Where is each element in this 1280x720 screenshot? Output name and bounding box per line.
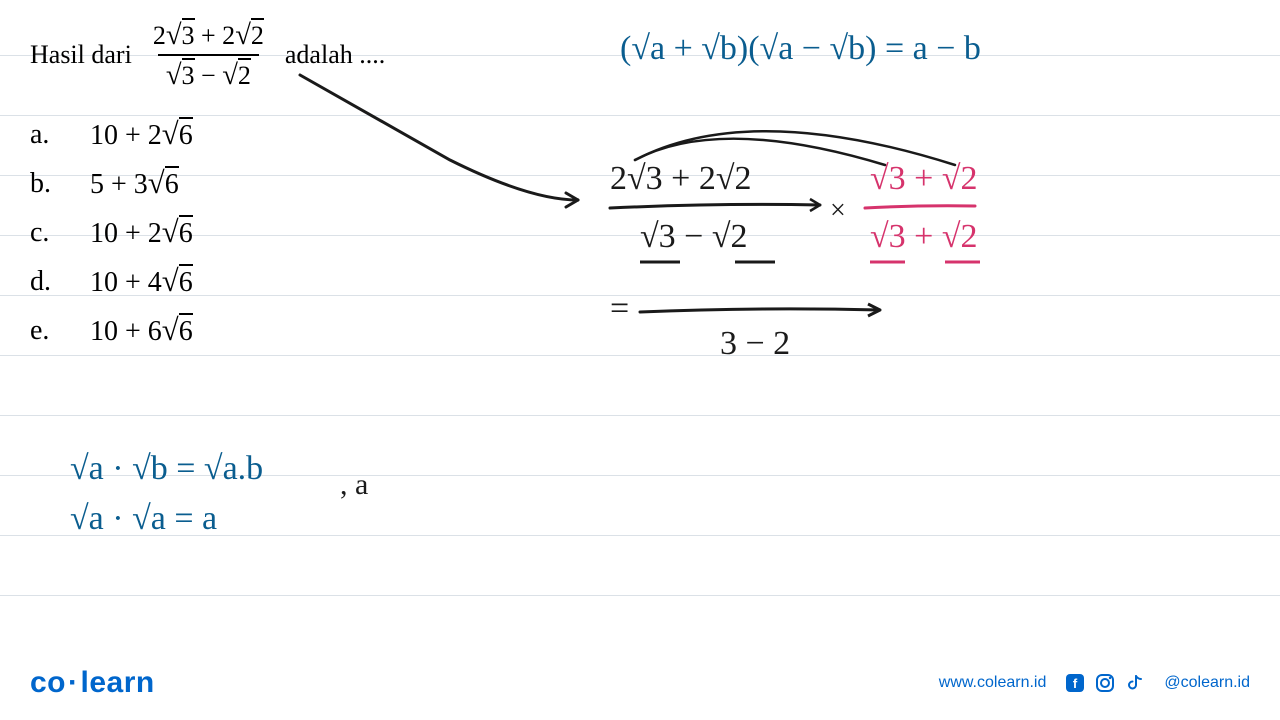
option-d: d. 10 + 46 xyxy=(30,264,550,299)
hand-rule2-tail: , a xyxy=(340,468,368,502)
footer-handle: @colearn.id xyxy=(1164,674,1250,692)
fraction-denominator: 3 − 2 xyxy=(158,54,259,92)
hand-equals: = xyxy=(610,290,629,328)
hand-identity: (√a + √b)(√a − √b) = a − b xyxy=(620,30,981,68)
question-block: Hasil dari 23 + 22 3 − 2 adalah .... a. … xyxy=(30,18,550,362)
option-c: c. 10 + 26 xyxy=(30,215,550,250)
social-icons: f xyxy=(1064,672,1146,694)
hand-conj-den: √3 + √2 xyxy=(870,218,978,256)
hand-work-num: 2√3 + 2√2 xyxy=(610,160,752,198)
question-stem: Hasil dari 23 + 22 3 − 2 adalah .... xyxy=(30,18,550,92)
brand-logo: co·learn xyxy=(30,666,155,700)
hand-rule2: √a · √a = a xyxy=(70,500,217,538)
option-e: e. 10 + 66 xyxy=(30,313,550,348)
facebook-icon: f xyxy=(1064,672,1086,694)
fraction-numerator: 23 + 22 xyxy=(145,18,272,54)
options-list: a. 10 + 26 b. 5 + 36 c. 10 + 26 d. 10 + … xyxy=(30,117,550,348)
svg-text:f: f xyxy=(1073,676,1078,691)
footer-url: www.colearn.id xyxy=(939,674,1047,692)
hand-rule1: √a · √b = √a.b xyxy=(70,450,263,488)
question-fraction: 23 + 22 3 − 2 xyxy=(145,18,272,92)
hand-result-den: 3 − 2 xyxy=(720,325,790,363)
question-prefix: Hasil dari xyxy=(30,40,132,70)
hand-mult: × xyxy=(830,195,846,227)
option-a: a. 10 + 26 xyxy=(30,117,550,152)
instagram-icon xyxy=(1094,672,1116,694)
question-suffix: adalah .... xyxy=(285,40,385,70)
footer-bar: co·learn www.colearn.id f @colearn.id xyxy=(0,666,1280,700)
hand-work-den: √3 − √2 xyxy=(640,218,748,256)
hand-conj-num: √3 + √2 xyxy=(870,160,978,198)
tiktok-icon xyxy=(1124,672,1146,694)
option-b: b. 5 + 36 xyxy=(30,166,550,201)
